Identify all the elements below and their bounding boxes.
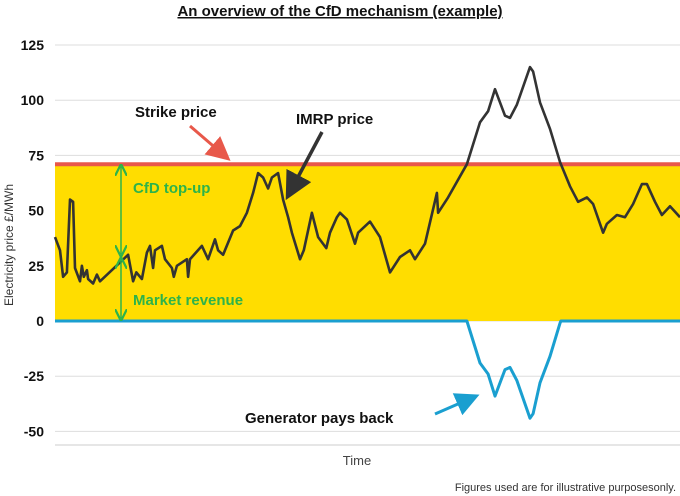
payback-line: [55, 319, 680, 420]
chart-title: An overview of the CfD mechanism (exampl…: [177, 3, 502, 20]
x-axis-label: Time: [343, 453, 371, 468]
y-tick-label: 100: [21, 92, 45, 108]
y-tick-label: -25: [24, 368, 44, 384]
cfd-topup-annotation: CfD top-up: [133, 180, 210, 197]
strike-fill-area: [55, 164, 680, 321]
imrp-price-annotation: IMRP price: [296, 111, 373, 128]
strike-price-annotation: Strike price: [135, 104, 217, 121]
imrp-price-arrow: [285, 131, 324, 201]
footnote: Figures used are for illustrative purpos…: [455, 482, 676, 494]
y-tick-label: -50: [24, 423, 44, 439]
y-tick-labels: -50 -25 0 25 50 75 100 125: [21, 37, 45, 439]
payback-annotation: Generator pays back: [245, 410, 394, 427]
payback-arrow: [434, 393, 480, 416]
y-tick-label: 0: [36, 313, 44, 329]
strike-price-arrow: [189, 124, 231, 161]
y-tick-label: 50: [28, 203, 44, 219]
y-tick-label: 125: [21, 37, 45, 53]
y-tick-label: 25: [28, 258, 44, 274]
market-revenue-annotation: Market revenue: [133, 292, 243, 309]
y-axis-label: Electricity price £/MWh: [2, 184, 16, 306]
y-tick-label: 75: [28, 147, 44, 163]
imrp-price-line: [53, 65, 680, 285]
